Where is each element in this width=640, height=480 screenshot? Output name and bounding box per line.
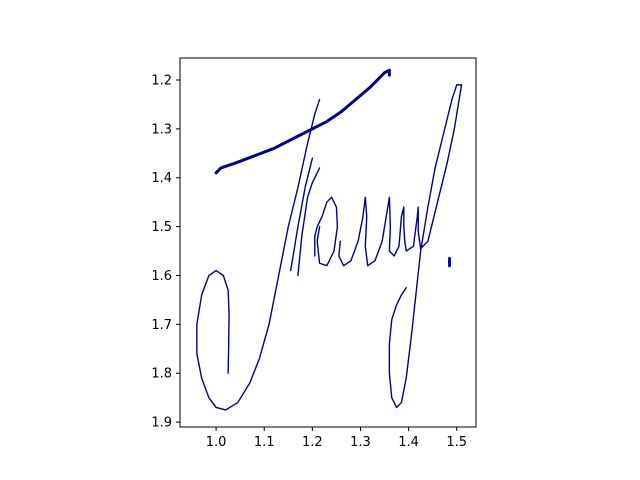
y-tick-label: 1.9 bbox=[151, 416, 172, 431]
y-tick-label: 1.4 bbox=[151, 171, 172, 186]
signature-stroke-3 bbox=[290, 157, 314, 272]
signature-strokes bbox=[196, 68, 463, 411]
y-tick-label: 1.6 bbox=[151, 269, 172, 284]
y-tick-label: 1.5 bbox=[151, 220, 172, 235]
signature-stroke-6 bbox=[338, 84, 463, 409]
y-tick-label: 1.8 bbox=[151, 367, 172, 382]
y-tick-label: 1.7 bbox=[151, 318, 172, 333]
y-tick-label: 1.2 bbox=[151, 73, 172, 88]
x-tick-label: 1.1 bbox=[254, 435, 275, 450]
x-tick-label: 1.5 bbox=[446, 435, 467, 450]
x-tick-label: 1.3 bbox=[350, 435, 371, 450]
plot-area bbox=[179, 57, 477, 428]
x-tick-label: 1.4 bbox=[398, 435, 419, 450]
signature-stroke-4 bbox=[297, 167, 321, 277]
axes-frame bbox=[179, 57, 477, 428]
y-axis: 1.2 1.3 1.4 1.5 1.6 1.7 1.8 1.9 bbox=[151, 73, 180, 431]
x-tick-label: 1.0 bbox=[206, 435, 227, 450]
x-tick-label: 1.2 bbox=[302, 435, 323, 450]
y-tick-label: 1.3 bbox=[151, 122, 172, 137]
signature-stroke-1 bbox=[214, 68, 391, 175]
signature-stroke-5 bbox=[314, 196, 339, 267]
x-axis: 1.0 1.1 1.2 1.3 1.4 1.5 bbox=[206, 427, 467, 450]
signature-stroke-2 bbox=[196, 98, 321, 411]
